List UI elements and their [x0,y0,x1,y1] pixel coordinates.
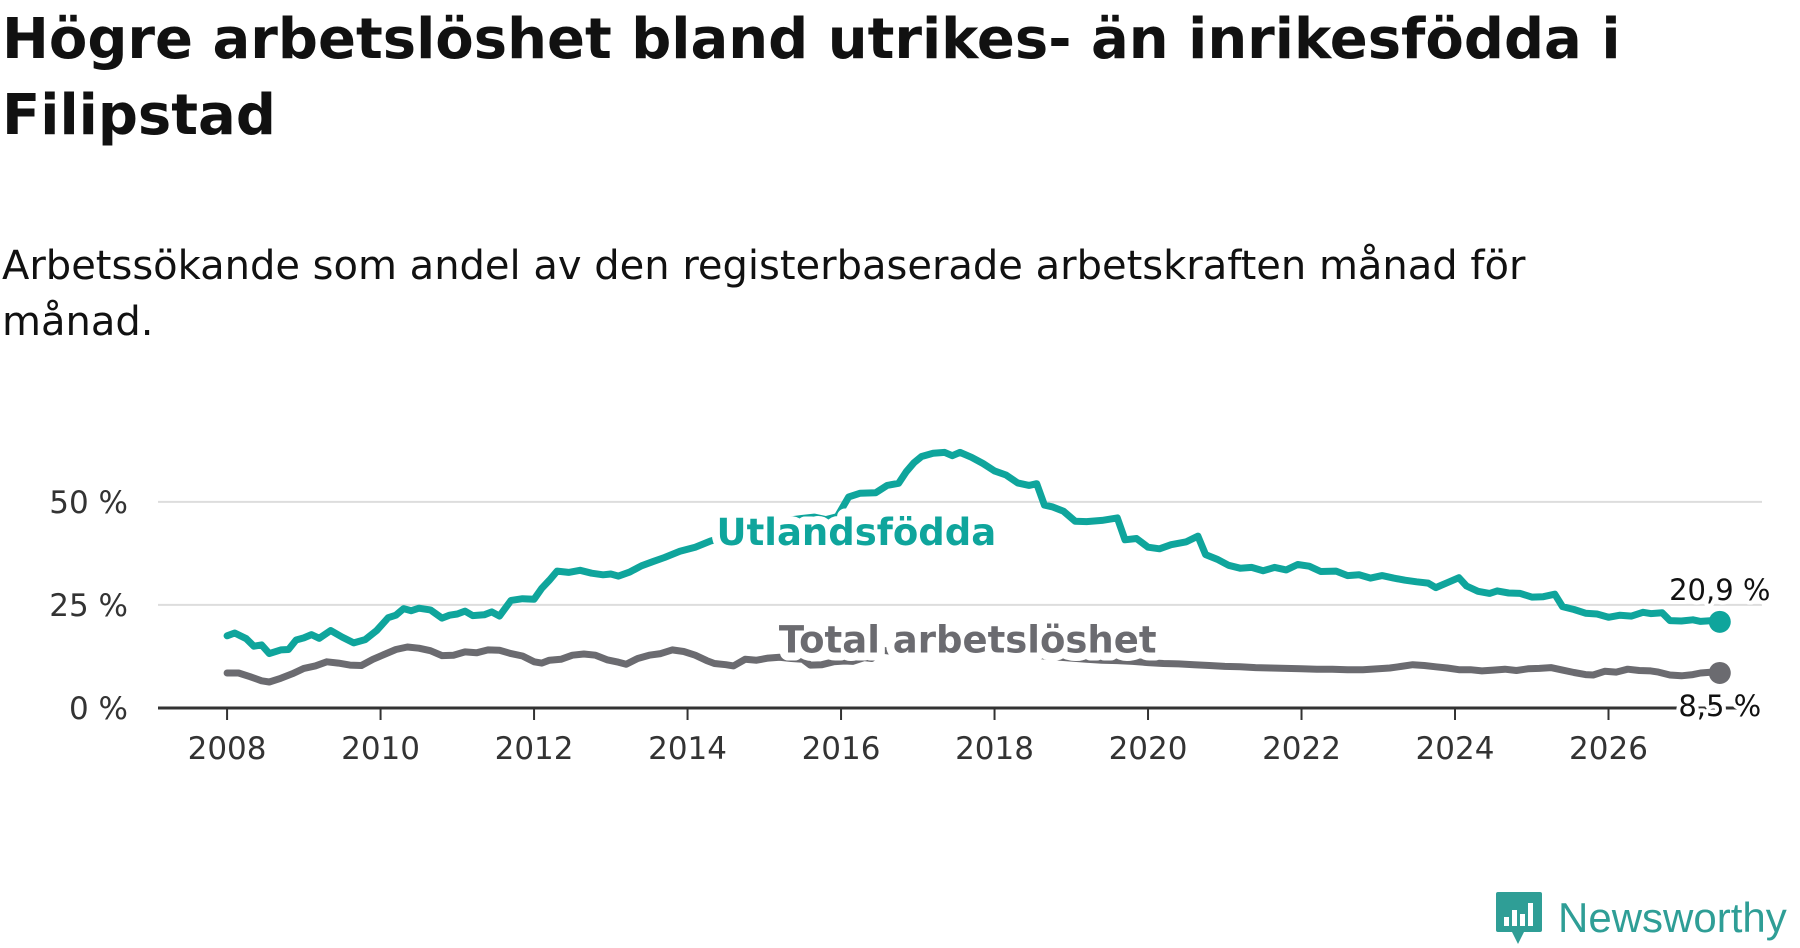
x-tick-label: 2022 [1262,731,1341,767]
x-tick-label: 2016 [802,731,881,767]
series-end-label: 20,9 % [1669,573,1770,607]
chart-labels: 20,9 % 8,5 % Utlandsfödda Total arbetslöshe… [709,503,1775,727]
x-tick-label: 2010 [341,731,420,767]
x-tick-label: 2008 [188,731,267,767]
x-tick-label: 2026 [1569,731,1648,767]
series-label: Total arbetslöshet [779,618,1157,661]
series-lines [223,448,1731,686]
x-tick-label: 2018 [955,731,1034,767]
y-tick-label: 50 % [49,485,128,521]
x-tick-label: 2024 [1416,731,1495,767]
x-tick-label: 2014 [648,731,727,767]
x-axis: 2008 2010 2012 2014 2016 2018 2020 2022 2024 2026 [158,706,1762,767]
series-label: Utlandsfödda [717,511,997,554]
series-line [223,638,1724,686]
series-end-label: 8,5 % [1678,689,1761,723]
series-end-marker [1708,661,1731,684]
newsworthy-logo[interactable]: Newsworthy [1494,890,1787,946]
newsworthy-logo-icon [1496,892,1542,944]
chart-title: Högre arbetslöshet bland utrikes- än inr… [2,7,1621,148]
x-tick-label: 2012 [495,731,574,767]
newsworthy-logo-text: Newsworthy [1558,894,1787,941]
y-tick-label: 25 % [49,588,128,624]
series-end-marker [1708,610,1731,633]
grid-lines: 0 % 25 % 50 % [49,485,1762,727]
series-line [223,448,1724,658]
x-tick-label: 2020 [1109,731,1188,767]
y-tick-label: 0 % [69,691,128,727]
chart-subtitle: Arbetssökande som andel av den registerb… [2,243,1526,345]
